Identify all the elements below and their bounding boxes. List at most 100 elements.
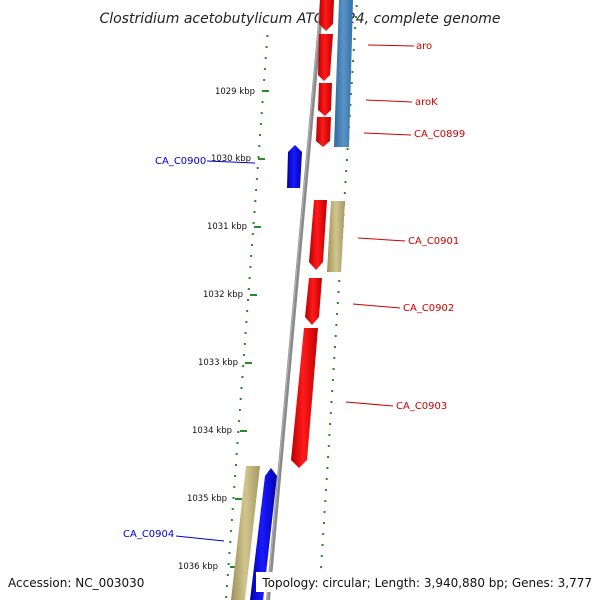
ring-dot <box>330 401 333 403</box>
ring-dot <box>322 533 325 535</box>
ring-dot <box>352 60 355 62</box>
ring-dot <box>226 574 229 576</box>
ring-dot <box>325 478 328 480</box>
scale-label: 1034 kbp <box>192 426 232 436</box>
ring-dot <box>261 101 264 103</box>
ring-dot <box>229 541 232 543</box>
ring-dot <box>239 398 242 400</box>
ring-dot <box>334 335 337 337</box>
ring-dot <box>333 357 336 359</box>
gene-CA_C0902[interactable] <box>305 278 322 325</box>
feature-block-CA_C0904[interactable] <box>231 466 260 600</box>
label-leaders <box>175 44 415 542</box>
ring-dot <box>253 211 256 213</box>
scale-label: 1029 kbp <box>215 87 255 97</box>
ring-dot <box>355 5 358 7</box>
ring-dot <box>259 123 262 125</box>
ring-dot <box>351 71 354 73</box>
gene-CA_C0904[interactable] <box>250 468 277 600</box>
scale-label: 1031 kbp <box>207 222 247 232</box>
gene-label[interactable]: CA_C0903 <box>396 401 447 412</box>
gene-aroK[interactable] <box>318 83 332 116</box>
ring-dot <box>255 178 258 180</box>
ring-dot <box>328 434 331 436</box>
scale-label: 1036 kbp <box>178 562 218 572</box>
gene-label[interactable]: aroK <box>415 97 438 108</box>
topology-text: Topology: circular; Length: 3,940,880 bp… <box>261 576 592 590</box>
ring-dot <box>227 563 230 565</box>
ring-dot <box>232 497 235 499</box>
ring-dot <box>256 167 259 169</box>
ring-dot <box>327 456 330 458</box>
ring-dot <box>344 181 347 183</box>
ring-dot <box>353 38 356 40</box>
ring-dot <box>258 145 261 147</box>
ring-dot <box>250 255 253 257</box>
ring-dot <box>243 354 245 356</box>
genome-backbone-highlight <box>266 0 322 600</box>
gene-label[interactable]: CA_C0901 <box>408 236 459 247</box>
ring-dot <box>265 46 268 48</box>
ring-dot <box>349 104 352 106</box>
gene-label[interactable]: aro <box>416 41 432 52</box>
ring-dot <box>263 79 266 81</box>
ring-dot <box>329 412 332 414</box>
ring-dot <box>352 49 355 51</box>
ring-dot <box>245 321 248 323</box>
ring-dot <box>247 288 250 290</box>
leader-CA_C0904 <box>175 535 225 542</box>
gene-CA_C0903[interactable] <box>291 328 318 468</box>
ring-dot <box>329 423 332 425</box>
ring-dot <box>263 68 266 70</box>
ring-dot <box>246 310 249 312</box>
leader-CA_C0903 <box>345 401 394 407</box>
leader-aroK <box>365 99 413 103</box>
gene-label[interactable]: CA_C0899 <box>414 129 465 140</box>
ring-dot <box>345 159 348 161</box>
feature-block-CA_C0901[interactable] <box>327 201 345 272</box>
ring-dot <box>238 420 241 422</box>
gene-label[interactable]: CA_C0904 <box>123 529 174 540</box>
ring-dot <box>238 409 241 411</box>
ring-dot <box>260 112 263 114</box>
ring-dot <box>350 82 353 84</box>
ring-dot <box>236 442 239 444</box>
gene-CA_C0899[interactable] <box>316 117 331 147</box>
ring-dot <box>247 299 249 301</box>
ring-dot <box>257 156 260 158</box>
ring-dot <box>243 343 246 345</box>
ring-dot <box>266 35 269 37</box>
gene-aro-continued[interactable] <box>318 34 333 81</box>
ring-dot <box>336 313 339 315</box>
ring-dot <box>242 365 245 367</box>
ring-dot <box>237 431 240 433</box>
ring-dot <box>322 522 325 524</box>
rna-feature-block[interactable] <box>334 0 353 147</box>
leader-CA_C0901 <box>357 237 406 242</box>
gene-labels: aro aroK CA_C0899 CA_C0900 CA_C0901 CA_C… <box>123 41 465 540</box>
reverse-strand-genes <box>250 145 302 600</box>
ring-dot <box>264 57 267 59</box>
ring-dot <box>326 467 329 469</box>
ring-dot <box>252 222 255 224</box>
ring-dot <box>244 332 247 334</box>
ring-dot <box>230 530 233 532</box>
ring-dot <box>331 379 334 381</box>
ring-dot <box>230 519 233 521</box>
ring-dot <box>332 368 335 370</box>
ring-dot <box>350 93 352 95</box>
scale-labels: 1029 kbp 1030 kbp 1031 kbp 1032 kbp 1033… <box>178 87 255 572</box>
gene-label[interactable]: CA_C0900 <box>155 156 206 167</box>
gene-aro[interactable] <box>319 0 334 31</box>
ring-dot <box>354 16 357 18</box>
ring-dot <box>234 475 237 477</box>
gene-CA_C0901[interactable] <box>309 200 327 270</box>
gene-label[interactable]: CA_C0902 <box>403 303 454 314</box>
ring-dot <box>321 544 324 546</box>
ring-dot <box>234 464 237 466</box>
ring-dot <box>233 486 236 488</box>
gene-CA_C0900[interactable] <box>287 145 302 188</box>
ring-dot <box>320 566 323 568</box>
ring-dot <box>334 346 336 348</box>
ring-dot <box>240 387 243 389</box>
